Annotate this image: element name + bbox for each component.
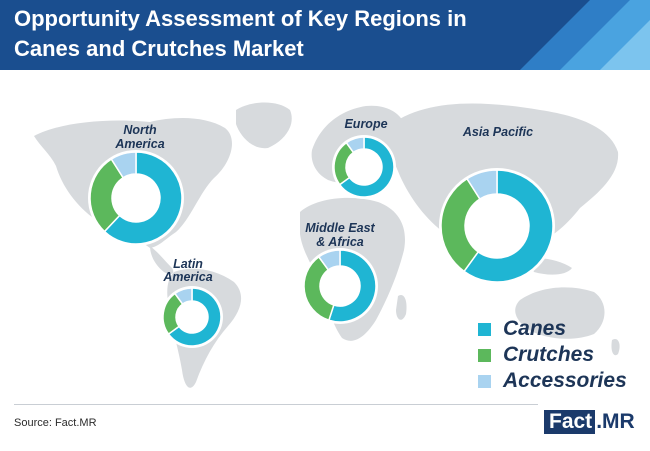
slice-north-america-accessories bbox=[110, 151, 137, 179]
logo-dot-text: . bbox=[595, 410, 603, 434]
label-north-america-line1: North bbox=[123, 123, 157, 137]
slice-asia-pacific-accessories bbox=[465, 169, 498, 201]
legend: Canes Crutches Accessories bbox=[478, 316, 627, 394]
region-labels: North America Europe Asia Pacific Middle… bbox=[114, 117, 533, 284]
legend-label-canes: Canes bbox=[503, 317, 567, 340]
slice-europe-canes bbox=[338, 136, 395, 198]
donut-middle-east-africa bbox=[302, 248, 378, 324]
page-title-line-1: Opportunity Assessment of Key Regions in bbox=[14, 6, 467, 31]
slice-latin-america-accessories bbox=[173, 287, 193, 306]
factmr-logo: Fact . MR bbox=[544, 410, 635, 434]
label-middle-east-africa-line2: & Africa bbox=[316, 235, 364, 249]
map-greenland bbox=[236, 102, 292, 149]
slice-asia-pacific-canes bbox=[463, 169, 554, 283]
logo-fact-text: Fact bbox=[544, 410, 596, 434]
source-note: Source: Fact.MR bbox=[14, 417, 97, 429]
legend-swatch-accessories bbox=[478, 374, 491, 388]
label-north-america-line2: America bbox=[114, 137, 164, 151]
donut-north-america bbox=[88, 150, 184, 246]
slice-latin-america-canes bbox=[167, 287, 222, 347]
legend-item-canes: Canes bbox=[478, 316, 627, 342]
map-australia bbox=[515, 287, 605, 339]
decorative-stripes bbox=[520, 0, 650, 70]
slice-middle-east-africa-canes bbox=[327, 249, 377, 323]
legend-swatch-crutches bbox=[478, 348, 491, 362]
donut-latin-america bbox=[161, 286, 223, 348]
map-new-zealand bbox=[611, 338, 620, 356]
label-latin-america-line1: Latin bbox=[173, 257, 203, 271]
slice-north-america-canes bbox=[103, 151, 183, 245]
legend-item-accessories: Accessories bbox=[478, 368, 627, 394]
map-central-america bbox=[150, 246, 174, 275]
map-madagascar bbox=[396, 294, 407, 320]
footer-divider bbox=[14, 404, 538, 405]
donut-europe bbox=[332, 135, 396, 199]
donut-charts bbox=[88, 135, 555, 348]
slice-europe-accessories bbox=[345, 136, 365, 154]
slice-middle-east-africa-accessories bbox=[317, 249, 341, 271]
legend-label-crutches: Crutches bbox=[503, 343, 595, 366]
logo-mr-text: MR bbox=[602, 410, 635, 434]
label-middle-east-africa-line1: Middle East bbox=[305, 221, 375, 235]
label-europe: Europe bbox=[344, 117, 387, 131]
world-map: North America Europe Asia Pacific Middle… bbox=[34, 102, 620, 388]
label-asia-pacific: Asia Pacific bbox=[462, 125, 533, 139]
legend-item-crutches: Crutches bbox=[478, 342, 627, 368]
donut-asia-pacific bbox=[439, 168, 555, 284]
page-title-line-2: Canes and Crutches Market bbox=[14, 36, 304, 61]
legend-label-accessories: Accessories bbox=[503, 369, 627, 392]
label-latin-america-line2: America bbox=[162, 270, 212, 284]
legend-swatch-canes bbox=[478, 322, 491, 336]
header-banner: Opportunity Assessment of Key Regions in… bbox=[0, 0, 650, 70]
